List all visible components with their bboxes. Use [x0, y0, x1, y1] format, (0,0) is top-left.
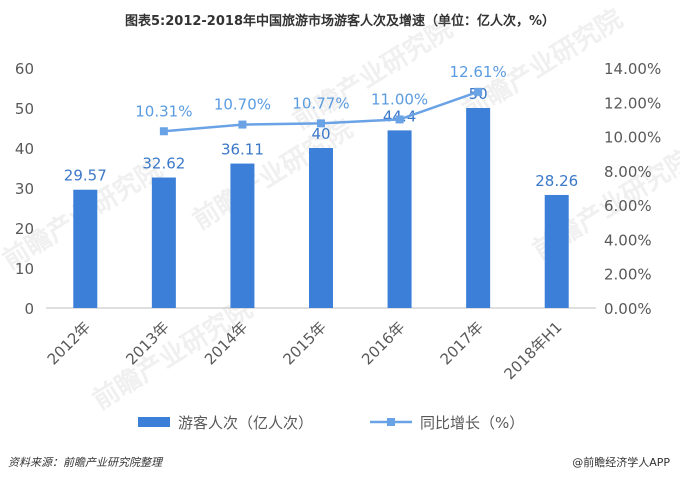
bar: [544, 194, 569, 308]
left-tick-label: 20: [15, 220, 34, 238]
growth-point: [238, 120, 247, 129]
x-tick-label: 2018年H1: [500, 318, 565, 383]
bar: [466, 108, 491, 308]
left-tick-label: 40: [15, 140, 34, 158]
right-tick-label: 10.00%: [604, 129, 661, 147]
source-note: 资料来源：前瞻产业研究院整理: [8, 456, 162, 469]
bar-value-label: 29.57: [64, 167, 107, 185]
left-tick-label: 10: [15, 260, 34, 278]
bar: [73, 189, 98, 308]
bar-value-label: 32.62: [142, 155, 185, 173]
left-tick-label: 60: [15, 60, 34, 78]
right-tick-label: 2.00%: [604, 266, 652, 284]
growth-value-label: 10.31%: [135, 102, 192, 120]
watermark-text: 前瞻产业研究院: [87, 293, 258, 416]
growth-value-label: 12.61%: [450, 63, 507, 81]
right-tick-label: 6.00%: [604, 197, 652, 215]
legend-bar-label: 游客人次（亿人次）: [178, 414, 313, 432]
growth-point: [159, 127, 168, 136]
bar-series: [73, 108, 569, 308]
growth-point: [395, 115, 404, 124]
x-tick-label: 2015年: [279, 318, 329, 368]
legend-bar-swatch: [138, 417, 170, 427]
bar: [387, 130, 412, 308]
growth-value-label: 10.77%: [292, 94, 349, 112]
line-value-labels: 10.31% 10.70% 10.77% 11.00% 12.61%: [135, 63, 506, 120]
watermark-text: 前瞻产业研究院: [287, 13, 458, 136]
bar-value-label: 36.11: [221, 141, 264, 159]
bar: [309, 148, 333, 308]
right-tick-label: 12.00%: [604, 94, 661, 112]
legend: 游客人次（亿人次） 同比增长（%）: [138, 414, 524, 432]
watermark-layer: 前瞻产业研究院前瞻产业研究院前瞻产业研究院前瞻产业研究院前瞻产业研究院前瞻产业研…: [0, 3, 680, 416]
right-tick-label: 8.00%: [604, 163, 652, 181]
left-axis-ticks: 0 10 20 30 40 50 60: [15, 60, 34, 318]
bar-value-label: 28.26: [535, 172, 578, 190]
growth-point: [317, 119, 325, 128]
brand-note: @前瞻经济学人APP: [572, 456, 670, 469]
legend-line-label: 同比增长（%）: [420, 414, 524, 432]
x-tick-label: 2016年: [358, 318, 408, 368]
growth-point: [474, 87, 483, 96]
right-tick-label: 14.00%: [604, 60, 661, 78]
growth-value-label: 11.00%: [371, 90, 428, 108]
left-tick-label: 50: [15, 100, 34, 118]
left-tick-label: 30: [15, 180, 34, 198]
growth-value-label: 10.70%: [214, 96, 271, 114]
right-axis-ticks: 0.00% 2.00% 4.00% 6.00% 8.00% 10.00% 12.00% 14.…: [604, 60, 661, 318]
line-series: [159, 87, 483, 136]
left-tick-label: 0: [24, 300, 34, 318]
x-tick-label: 2017年: [437, 318, 487, 368]
bar: [151, 177, 176, 308]
bar: [230, 163, 255, 308]
bar-value-label: 40: [311, 125, 330, 143]
right-tick-label: 0.00%: [604, 300, 652, 318]
x-tick-label: 2012年: [44, 318, 94, 368]
chart-title: 图表5:2012-2018年中国旅游市场游客人次及增速（单位：亿人次，%）: [124, 14, 556, 29]
legend-line-marker: [387, 418, 395, 426]
right-tick-label: 4.00%: [604, 231, 652, 249]
